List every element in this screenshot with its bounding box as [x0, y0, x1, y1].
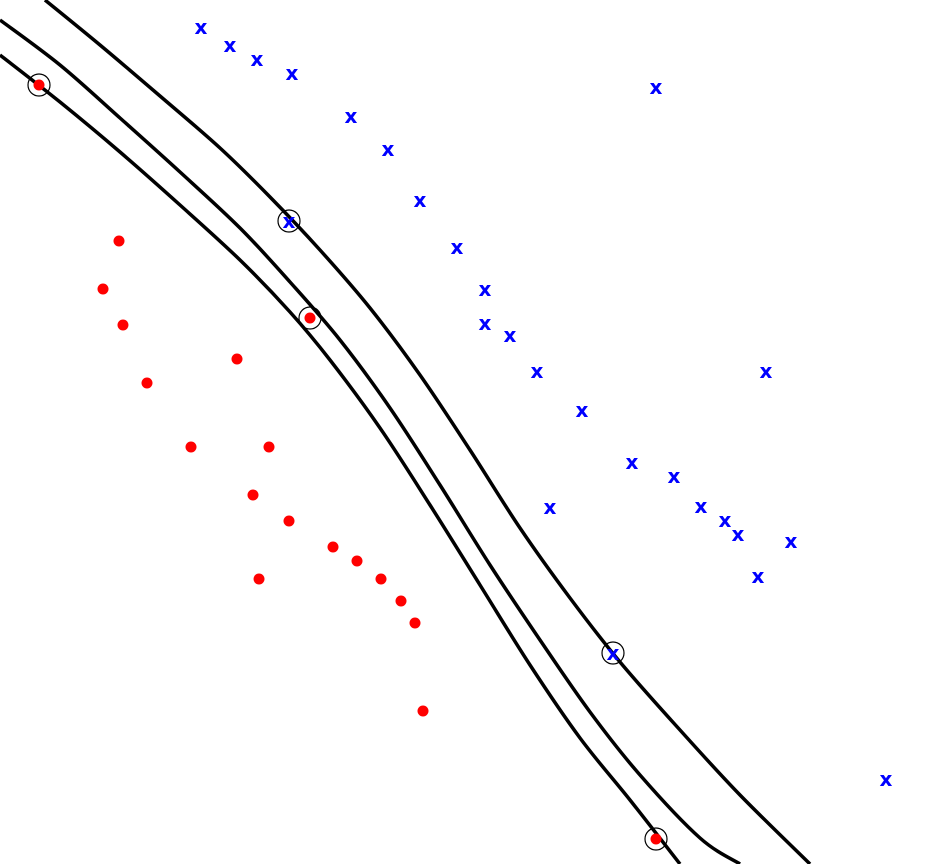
blue-x-point: x [695, 494, 708, 518]
red-dot-point [417, 705, 429, 717]
blue-x-point: x [719, 508, 732, 532]
blue-x-point: x [626, 450, 639, 474]
blue-x-point: x [785, 529, 798, 553]
upper-margin-curve [43, 0, 812, 864]
red-dot-point [304, 312, 316, 324]
blue-x-point: x [414, 188, 427, 212]
blue-x-point: x [504, 323, 517, 347]
blue-x-point: x [479, 311, 492, 335]
blue-x-point: x [251, 47, 264, 71]
red-dot-point [231, 353, 243, 365]
red-dot-point [185, 441, 197, 453]
red-dot-point [263, 441, 275, 453]
support-vector-ring [27, 73, 51, 97]
red-dot-point [327, 541, 339, 553]
blue-x-point: x [345, 104, 358, 128]
red-dot-point [253, 573, 265, 585]
blue-x-point: x [760, 359, 773, 383]
blue-x-point: x [576, 398, 589, 422]
support-vector-ring [298, 306, 322, 330]
decision-boundary-curve [0, 18, 741, 864]
red-dot-point [395, 595, 407, 607]
support-vector-ring [644, 827, 668, 851]
red-dot-point [351, 555, 363, 567]
support-vector-ring [277, 209, 301, 233]
red-dot-point [409, 617, 421, 629]
red-dot-point [283, 515, 295, 527]
blue-x-point: x [451, 235, 464, 259]
blue-x-point: x [607, 641, 620, 665]
blue-x-point: x [224, 33, 237, 57]
support-vector-rings [27, 73, 668, 851]
red-dot-point [113, 235, 125, 247]
red-dot-point [247, 489, 259, 501]
blue-x-point: x [479, 277, 492, 301]
red-dot-point [33, 79, 45, 91]
blue-x-point: x [668, 464, 681, 488]
blue-x-point: x [732, 522, 745, 546]
blue-x-point: x [531, 359, 544, 383]
support-vector-ring [601, 641, 625, 665]
red-dot-point [650, 833, 662, 845]
blue-x-point: x [286, 61, 299, 85]
red-dot-point [141, 377, 153, 389]
blue-x-point: x [382, 137, 395, 161]
decision-curves [0, 0, 812, 864]
red-dot-point [97, 283, 109, 295]
lower-margin-curve [0, 53, 682, 864]
red-dot-point [117, 319, 129, 331]
blue-x-point: x [195, 15, 208, 39]
blue-x-point: x [650, 75, 663, 99]
blue-x-point: x [283, 209, 296, 233]
blue-x-point: x [880, 767, 893, 791]
blue-x-point: x [544, 495, 557, 519]
blue-x-point: x [752, 564, 765, 588]
red-dot-point [375, 573, 387, 585]
